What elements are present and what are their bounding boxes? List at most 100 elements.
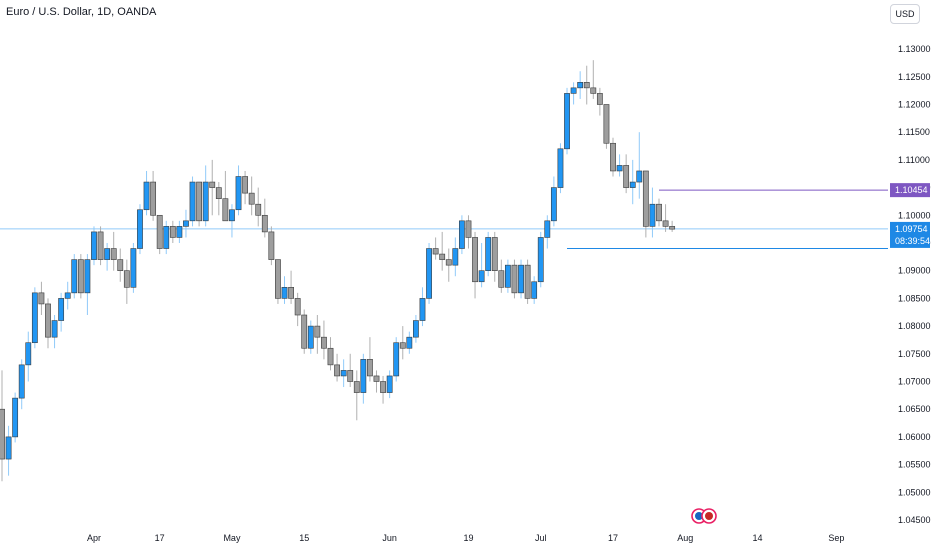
candle	[288, 270, 294, 304]
resistance-price-tag	[890, 183, 930, 198]
candle-body-down	[275, 259, 281, 299]
candle	[367, 337, 373, 382]
candle-body-up	[577, 82, 584, 89]
candle-body-up	[386, 375, 393, 393]
candle	[275, 259, 281, 304]
candle-body-down	[314, 325, 321, 338]
x-tick-label: 17	[608, 533, 618, 543]
candle-body-up	[189, 181, 196, 222]
candle	[413, 315, 419, 343]
candle	[537, 231, 544, 288]
candle-body-down	[399, 342, 406, 349]
candle	[110, 231, 117, 271]
candle	[235, 165, 242, 216]
y-tick-label: 1.11500	[898, 127, 930, 137]
candle	[544, 215, 551, 249]
candle-body-up	[531, 281, 538, 299]
candle-body-down	[445, 259, 452, 266]
candle-body-down	[110, 248, 117, 260]
candle	[504, 259, 511, 293]
candle	[386, 370, 393, 399]
candle	[31, 287, 38, 349]
candle-body-up	[504, 264, 511, 288]
candle-body-down	[123, 270, 130, 288]
candle-body-up	[183, 220, 189, 227]
candle	[577, 71, 584, 99]
candle-body-down	[465, 220, 472, 238]
candle	[360, 353, 367, 404]
y-tick-label: 1.08500	[898, 293, 931, 303]
y-tick-label: 1.05500	[898, 460, 931, 470]
candle	[255, 187, 262, 227]
candle-body-up	[58, 298, 65, 321]
candle	[531, 276, 538, 304]
candle-body-down	[268, 231, 275, 260]
candle	[380, 375, 386, 404]
candle	[603, 104, 610, 149]
candle-body-down	[432, 248, 439, 255]
candle	[426, 242, 432, 304]
candle	[550, 176, 557, 227]
candle	[130, 242, 137, 293]
candle	[334, 353, 340, 382]
candle	[209, 159, 216, 216]
candle-body-down	[596, 93, 603, 105]
candle-body-down	[583, 82, 590, 89]
candle	[307, 320, 314, 354]
candle	[432, 237, 439, 260]
candle	[596, 87, 603, 116]
candle	[58, 292, 65, 332]
candle	[301, 309, 308, 354]
candle	[583, 65, 590, 105]
candle-body-up	[51, 320, 58, 338]
candle	[77, 254, 84, 299]
candle-body-up	[91, 231, 97, 260]
candle-body-up	[84, 259, 91, 294]
candle-body-down	[255, 203, 262, 216]
currency-button[interactable]: USD	[890, 4, 920, 24]
candle	[294, 292, 301, 327]
candle	[623, 154, 630, 194]
candle	[465, 215, 472, 249]
candle-body-up	[629, 181, 636, 188]
candle	[642, 170, 649, 238]
candle-body-down	[334, 364, 340, 377]
candle-body-up	[557, 148, 564, 188]
candle-body-down	[367, 359, 373, 377]
x-tick-label: Jun	[382, 533, 397, 543]
candle-body-down	[45, 303, 51, 338]
x-tick-label: Apr	[87, 533, 101, 543]
candle	[38, 281, 45, 316]
candle-body-up	[518, 264, 524, 294]
candle-body-down	[327, 347, 334, 366]
y-tick-label: 1.07500	[898, 349, 931, 359]
candle-body-down	[38, 292, 45, 305]
x-tick-label: 19	[463, 533, 473, 543]
candle	[393, 337, 400, 382]
candle	[498, 259, 505, 293]
candle	[478, 242, 485, 288]
candle-body-up	[537, 237, 544, 283]
candle-body-up	[202, 181, 209, 222]
candle-body-up	[570, 87, 577, 94]
x-tick-label: Jul	[535, 533, 547, 543]
candle-body-down	[380, 381, 386, 393]
candle	[156, 214, 163, 255]
y-tick-label: 1.12000	[898, 99, 931, 109]
current-price-tag	[890, 221, 930, 248]
candle-body-up	[176, 226, 183, 238]
candle-body-up	[229, 209, 235, 222]
candle	[91, 226, 97, 266]
candle	[71, 254, 78, 299]
us-event-icon[interactable]	[701, 508, 717, 524]
candle	[248, 176, 255, 216]
candle	[399, 326, 406, 360]
candle	[445, 248, 452, 282]
candle-body-up	[163, 226, 170, 249]
candle	[373, 370, 380, 393]
candle-body-up	[550, 187, 557, 222]
candle-body-up	[71, 259, 78, 294]
candle-body-up	[426, 248, 432, 299]
candle-body-down	[642, 170, 649, 227]
